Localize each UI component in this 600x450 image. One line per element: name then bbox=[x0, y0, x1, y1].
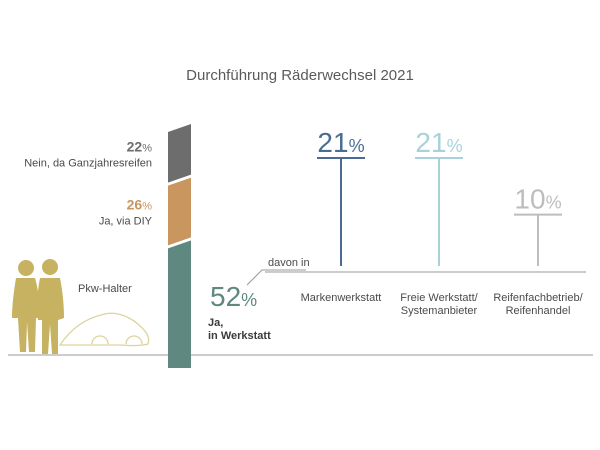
person-right-icon bbox=[37, 259, 64, 354]
sub-bar-category-1-0: Freie Werkstatt/ bbox=[400, 292, 478, 304]
sub-bar-category-2-0: Reifenfachbetrieb/ bbox=[493, 292, 583, 304]
car-outline-icon bbox=[58, 312, 150, 347]
sub-bar-category-0-0: Markenwerkstatt bbox=[301, 292, 382, 304]
sub-bar-unit-0: % bbox=[349, 136, 365, 156]
stack-category-label-2-0: Ja, bbox=[208, 317, 223, 329]
sub-bar-category-1-1: Systemanbieter bbox=[401, 305, 478, 317]
sub-bar-unit-2: % bbox=[546, 193, 562, 213]
stack-value-label-0: 22% bbox=[127, 138, 153, 154]
stack-value-label-1: 26% bbox=[127, 197, 153, 213]
stack-value-unit-1: % bbox=[142, 201, 152, 213]
sub-bars: 21% Markenwerkstatt 21% Freie Werkstatt/Sys… bbox=[301, 127, 584, 317]
stack-segment-2 bbox=[168, 240, 191, 368]
pkw-halter-label: Pkw-Halter bbox=[78, 283, 132, 295]
stack-category-label-2-1: in Werkstatt bbox=[208, 330, 271, 342]
davon-in-label: davon in bbox=[268, 257, 310, 269]
sub-bar-value-1: 21% bbox=[415, 127, 462, 158]
stack-value-unit-2: % bbox=[241, 290, 257, 310]
stack-category-label-1-0: Ja, via DIY bbox=[99, 216, 153, 228]
stacked-column bbox=[168, 124, 191, 368]
stack-value-label-2: 52% bbox=[210, 281, 257, 312]
sub-bar-value-2: 10% bbox=[514, 184, 561, 215]
stacked-column-labels: 22% Nein, da Ganzjahresreifen 26% Ja, via D… bbox=[24, 138, 271, 342]
chart-title: Durchführung Räderwechsel 2021 bbox=[186, 67, 414, 84]
stack-segment-0 bbox=[168, 124, 191, 183]
sub-bar-value-0: 21% bbox=[317, 127, 364, 158]
stack-segment-1 bbox=[168, 177, 191, 246]
davon-in-connector bbox=[246, 269, 306, 286]
sub-bar-unit-1: % bbox=[447, 136, 463, 156]
stack-category-label-0-0: Nein, da Ganzjahresreifen bbox=[24, 157, 152, 169]
pkw-halter-illustration bbox=[12, 259, 150, 354]
stack-value-unit-0: % bbox=[142, 142, 152, 154]
person-left-icon bbox=[12, 260, 40, 352]
sub-bar-category-2-1: Reifenhandel bbox=[506, 305, 571, 317]
